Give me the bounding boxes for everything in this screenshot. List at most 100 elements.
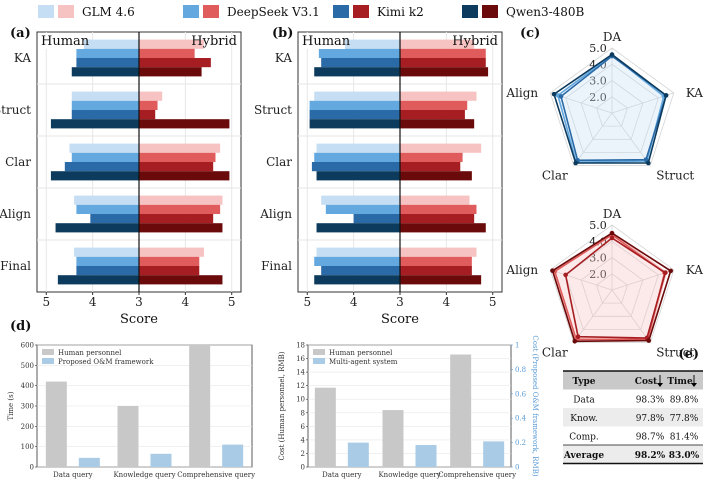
bar-human-align (353, 214, 400, 224)
category-tick-label: Clar (5, 155, 31, 169)
panel-label: (c) (520, 26, 540, 41)
table-row-bg (563, 408, 703, 427)
radar-series-line (564, 237, 667, 339)
y-axis-label-right: Cost (Proposed O&M framework, RMB) (531, 335, 539, 476)
radar-spoke (611, 289, 651, 343)
table-cell: Know. (570, 414, 598, 424)
x-tick-label: Data query (322, 471, 361, 479)
bar-human-struct (314, 91, 400, 101)
radar-tick-label: 5.0 (589, 42, 607, 55)
legend-swatch-human (38, 5, 54, 18)
bar-hybrid-clar (139, 171, 230, 181)
inner-legend-label: Proposed O&M framework (58, 358, 154, 366)
bar-proposed-o-m-framework (150, 453, 172, 467)
bar-hybrid-clar (400, 152, 463, 162)
radar-point (663, 270, 668, 275)
bar-hybrid-ka (139, 58, 211, 68)
y-axis-label: Cost (Human personnel, RMB) (278, 351, 286, 460)
bar-hybrid-final (400, 247, 477, 257)
bar-hybrid-struct (139, 119, 230, 129)
radar-tick-label: 3.0 (589, 75, 607, 88)
bar-hybrid-final (139, 275, 223, 285)
panel-e: (e) Type Cost Time Data 98.3% 89.8% Know. 97.8% 7… (563, 347, 703, 465)
y-tick-label: 6 (301, 423, 306, 431)
table-cell: 98.3% (636, 396, 665, 406)
bar-human-clar (69, 143, 139, 153)
bar-hybrid-struct (400, 91, 477, 101)
radar-point (551, 91, 557, 97)
radar-grid-ring (549, 47, 675, 167)
table-header-cell: Type (573, 377, 596, 387)
radar-fill (557, 54, 665, 162)
legend-label: DeepSeek V3.1 (227, 5, 320, 19)
y-tick-label: 300 (21, 403, 34, 411)
y-axis-label: Time (s) (7, 391, 15, 420)
category-tick-label: Clar (266, 155, 292, 169)
table-cell: Comp. (569, 433, 599, 443)
bar-human-align (321, 195, 400, 205)
category-tick-label: Struct (0, 103, 31, 117)
bar-human-personnel (382, 410, 404, 467)
legend-label: Qwen3-480B (506, 5, 585, 19)
bar-human-personnel (117, 406, 139, 467)
bar-human-struct (71, 91, 139, 101)
y-tick-label: 400 (21, 382, 34, 390)
table-cell: 98.7% (636, 433, 665, 443)
y-tick-label-right: 0.8 (515, 366, 526, 374)
table-cell: 83.0% (669, 451, 700, 461)
radar-axis-label: DA (603, 30, 622, 44)
bar-human-personnel (45, 381, 67, 467)
side-title-hybrid: Hybrid (452, 34, 498, 49)
legend-swatch-hybrid (58, 5, 74, 18)
table-cell: 98.2% (635, 451, 666, 461)
radar-axis-label: Clar (542, 169, 568, 183)
bar-human-ka (71, 67, 139, 77)
radar-grid-ring (580, 257, 644, 317)
x-tick-label: 5 (228, 295, 236, 309)
panel-label: (e) (678, 347, 699, 362)
bar-human-struct (71, 100, 139, 110)
bar-multi-agent-system (483, 441, 505, 467)
radar-axis-label: DA (603, 207, 622, 221)
bar-hybrid-clar (139, 143, 221, 153)
y-tick-label: 100 (21, 443, 34, 451)
bar-human-align (74, 195, 139, 205)
x-axis-label: Score (381, 312, 419, 327)
bar-hybrid-ka (139, 39, 204, 49)
bar-human-ka (314, 67, 400, 77)
radar-series-line (553, 53, 668, 164)
bar-hybrid-ka (400, 48, 486, 58)
bar-hybrid-clar (400, 143, 482, 153)
bar-human-final (57, 275, 140, 285)
table-cell: 97.8% (636, 414, 665, 424)
bar-human-final (314, 256, 400, 266)
radar-axis-label: KA (686, 263, 703, 277)
bar-human-clar (71, 152, 139, 162)
bar-hybrid-align (139, 204, 221, 214)
bar-hybrid-ka (139, 48, 195, 58)
bar-human-clar (311, 162, 400, 172)
legend: GLM 4.6 DeepSeek V3.1 Kimi k2 Qwen3-480B (38, 5, 585, 19)
legend-swatch-hybrid (482, 5, 498, 18)
bar-hybrid-align (400, 204, 477, 214)
radar-spoke (550, 269, 613, 291)
bar-hybrid-align (400, 214, 475, 224)
radar-fill (553, 233, 667, 340)
bar-human-final (74, 247, 139, 257)
bar-hybrid-align (139, 214, 214, 224)
category-tick-label: KA (14, 51, 31, 65)
panel-a: (a) KA Struct Clar Align Final Human Hybrid 5 4 3 4… (0, 26, 242, 327)
bar-hybrid-struct (139, 100, 158, 110)
bar-hybrid-final (139, 256, 200, 266)
bar-multi-agent-system (415, 445, 437, 467)
radar-axis-label: Align (505, 86, 538, 100)
bar-hybrid-clar (400, 171, 472, 181)
radar-axis-label: Align (505, 263, 538, 277)
radar-grid-ring (580, 80, 644, 140)
bar-proposed-o-m-framework (78, 457, 100, 467)
y-tick-label: 0 (30, 464, 34, 472)
y-tick-label: 18 (296, 342, 305, 350)
y-tick-label-right: 0.4 (515, 415, 527, 423)
radar-point (573, 160, 579, 166)
